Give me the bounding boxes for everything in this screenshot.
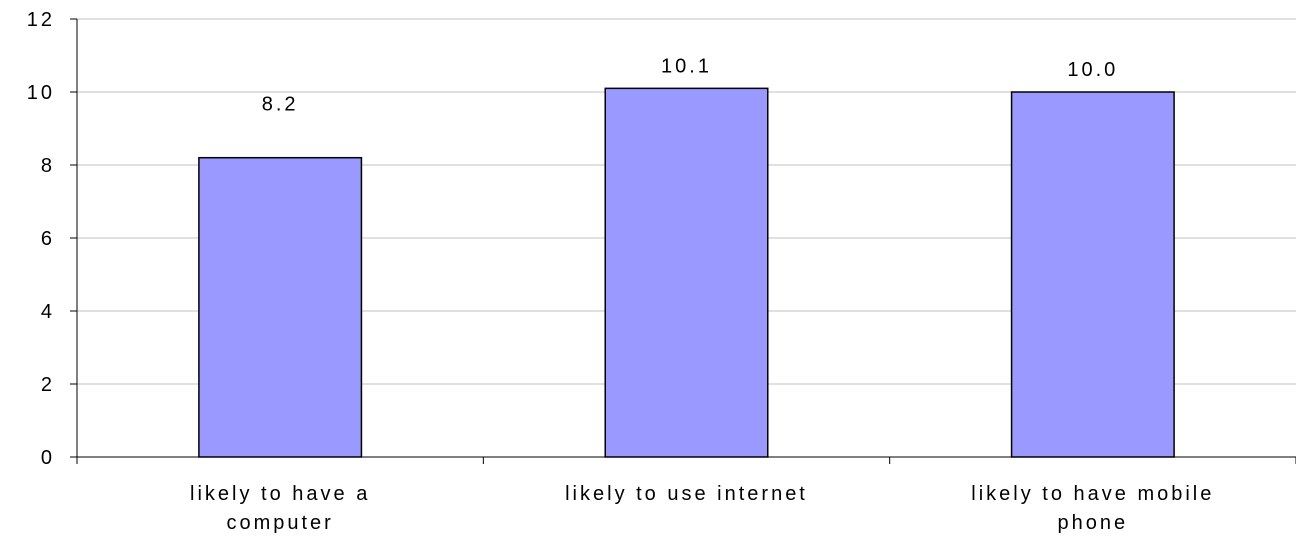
- category-label-2-line-0: likely to have mobile: [971, 483, 1214, 505]
- y-tick-label-6: 6: [41, 228, 55, 250]
- bars: [198, 87, 1175, 458]
- y-tick-label-0: 0: [41, 447, 55, 469]
- x-category-labels: likely to have a computer likely to use in…: [190, 483, 1214, 534]
- y-tick-label-4: 4: [41, 301, 55, 323]
- bar-2: [1010, 91, 1175, 458]
- y-tick-label-12: 12: [27, 9, 55, 31]
- axes: [70, 18, 1296, 464]
- y-tick-label-10: 10: [27, 82, 55, 104]
- data-label-2: 10.0: [1067, 59, 1118, 81]
- category-label-0-line-1: computer: [226, 512, 333, 534]
- bar-1: [604, 87, 769, 458]
- bar-0: [198, 156, 363, 458]
- y-tick-label-2: 2: [41, 374, 55, 396]
- category-label-1-line-0: likely to use internet: [565, 483, 808, 505]
- data-labels: 8.2 10.1 10.0: [262, 55, 1118, 116]
- category-label-0-line-0: likely to have a: [190, 483, 370, 505]
- category-label-2-line-1: phone: [1058, 512, 1129, 534]
- y-tick-label-8: 8: [41, 155, 55, 177]
- y-tick-labels: 0 2 4 6 8 10 12: [27, 9, 55, 469]
- data-label-0: 8.2: [262, 94, 299, 116]
- data-label-1: 10.1: [661, 55, 712, 77]
